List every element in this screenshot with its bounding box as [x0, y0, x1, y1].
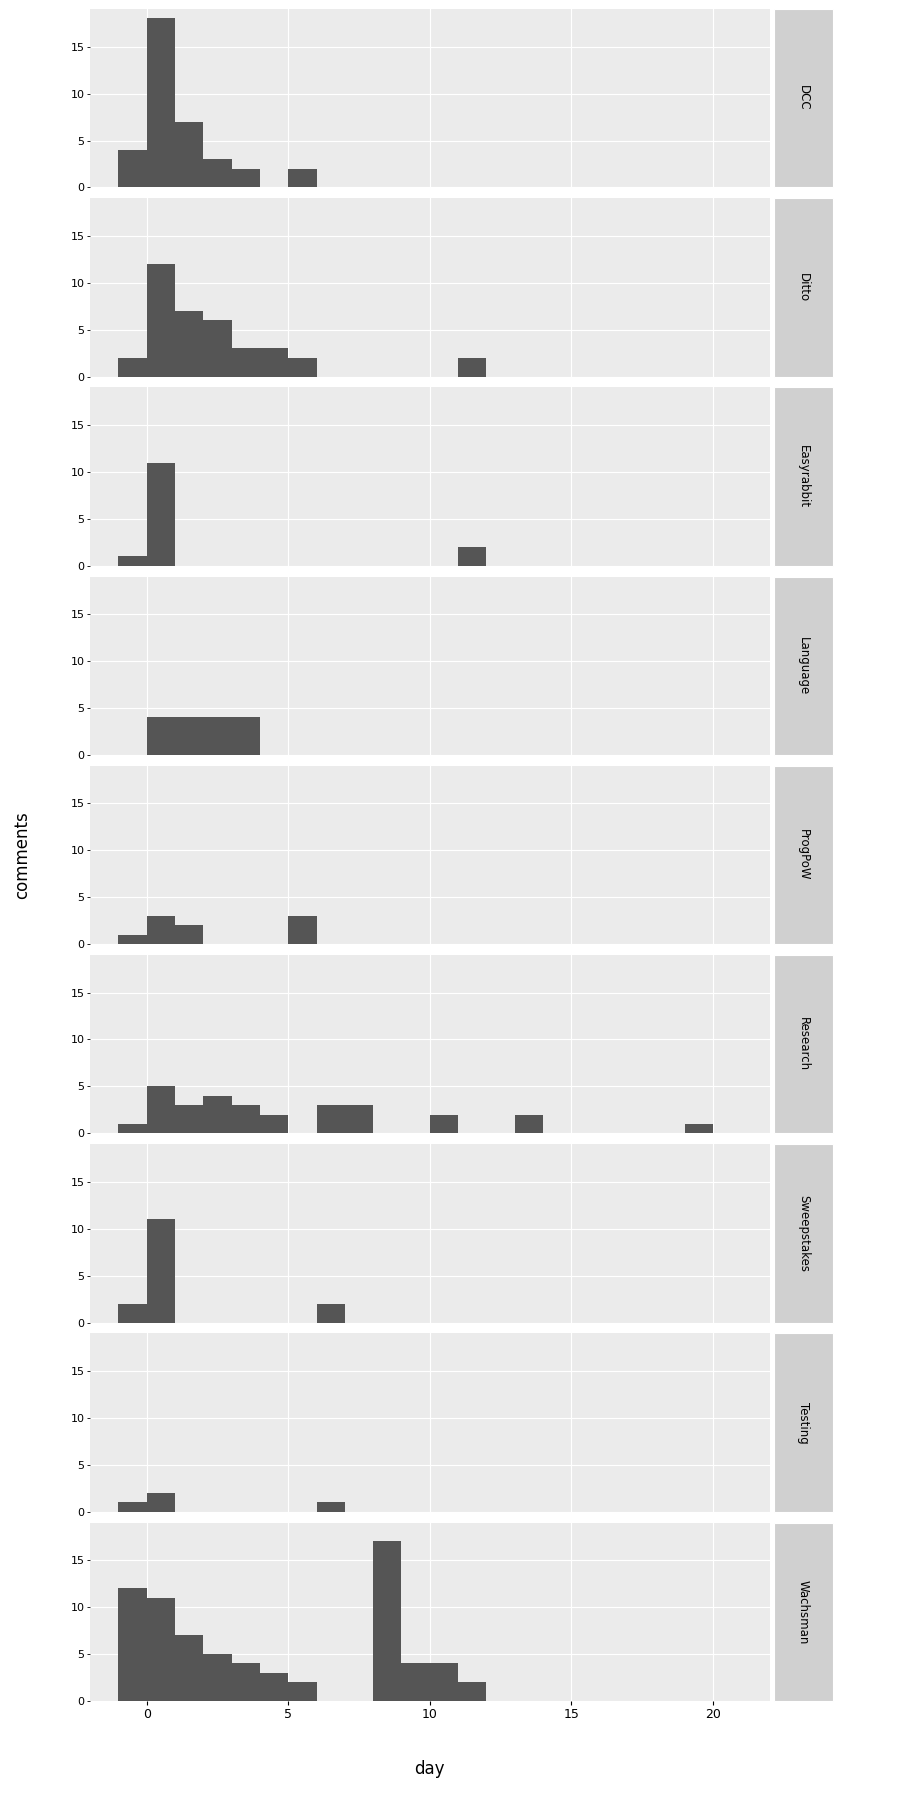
Bar	[147, 18, 175, 187]
Bar	[203, 158, 231, 187]
Bar	[175, 925, 203, 945]
Text: Language: Language	[796, 637, 810, 695]
Bar	[175, 718, 203, 754]
Bar	[260, 1114, 288, 1134]
Text: Easyrabbit: Easyrabbit	[796, 445, 810, 508]
Bar	[430, 1114, 458, 1134]
Bar	[374, 1541, 401, 1701]
Bar	[118, 1503, 147, 1512]
Bar	[203, 320, 231, 376]
Bar	[231, 169, 260, 187]
Text: Research: Research	[796, 1017, 810, 1071]
Bar	[401, 1663, 430, 1701]
Bar	[175, 1634, 203, 1701]
Bar	[147, 916, 175, 945]
Text: DCC: DCC	[796, 85, 810, 112]
Bar	[458, 547, 486, 565]
Bar	[118, 149, 147, 187]
Bar	[260, 349, 288, 376]
Bar	[288, 916, 317, 945]
Bar	[118, 1123, 147, 1134]
Bar	[118, 556, 147, 565]
Bar	[147, 718, 175, 754]
Bar	[118, 1588, 147, 1701]
Bar	[231, 718, 260, 754]
Bar	[175, 1105, 203, 1134]
Bar	[203, 718, 231, 754]
Text: Testing: Testing	[796, 1402, 810, 1444]
Bar	[175, 122, 203, 187]
Bar	[288, 169, 317, 187]
Bar	[147, 463, 175, 565]
Text: comments: comments	[14, 812, 32, 898]
Bar	[118, 934, 147, 945]
Bar	[203, 1096, 231, 1134]
Text: Sweepstakes: Sweepstakes	[796, 1195, 810, 1273]
Bar	[147, 1087, 175, 1134]
Bar	[231, 1105, 260, 1134]
Bar	[685, 1123, 713, 1134]
Bar	[317, 1503, 345, 1512]
Bar	[118, 1303, 147, 1323]
Text: day: day	[415, 1760, 445, 1778]
Bar	[288, 1683, 317, 1701]
Bar	[458, 358, 486, 376]
Text: Ditto: Ditto	[796, 274, 810, 302]
Bar	[118, 358, 147, 376]
Text: ProgPoW: ProgPoW	[796, 830, 810, 880]
Bar	[458, 1683, 486, 1701]
Bar	[147, 1492, 175, 1512]
Bar	[260, 1672, 288, 1701]
Bar	[430, 1663, 458, 1701]
Bar	[515, 1114, 543, 1134]
Bar	[317, 1303, 345, 1323]
Bar	[203, 1654, 231, 1701]
Bar	[288, 358, 317, 376]
Bar	[317, 1105, 345, 1134]
Bar	[175, 311, 203, 376]
Bar	[147, 1219, 175, 1323]
Bar	[147, 265, 175, 376]
Text: Wachsman: Wachsman	[796, 1580, 810, 1643]
Bar	[345, 1105, 373, 1134]
Bar	[231, 1663, 260, 1701]
Bar	[231, 349, 260, 376]
Bar	[147, 1598, 175, 1701]
